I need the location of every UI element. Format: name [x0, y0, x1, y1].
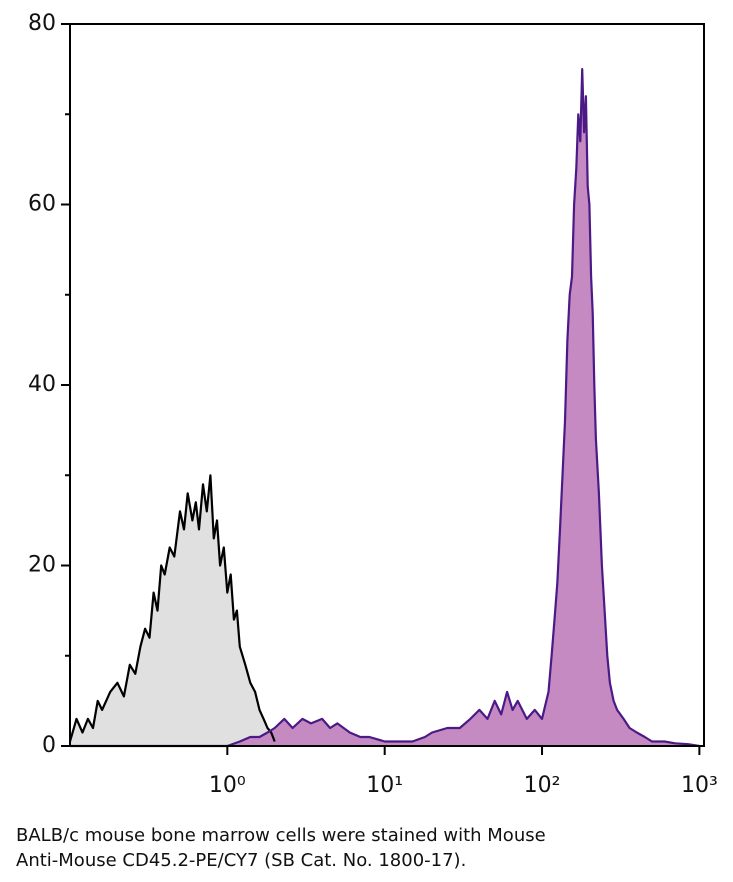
y-tick-label: 80: [28, 11, 56, 36]
caption-line: BALB/c mouse bone marrow cells were stai…: [16, 825, 546, 846]
histogram-line: [68, 474, 276, 742]
area-fill: [70, 475, 275, 746]
x-tick-label: 10²: [524, 773, 561, 798]
caption-line: Anti-Mouse CD45.2-PE/CY7 (SB Cat. No. 18…: [16, 850, 466, 871]
y-tick-label: 40: [28, 372, 56, 397]
x-tick-label: 10³: [681, 773, 718, 798]
x-tick-label: 10¹: [366, 773, 403, 798]
y-tick-label: 20: [28, 553, 56, 578]
histogram-line: [70, 68, 700, 748]
y-tick-label: 0: [42, 733, 56, 758]
area-fill: [70, 69, 700, 747]
x-tick-label: 10⁰: [209, 773, 246, 798]
y-tick-label: 60: [28, 192, 56, 217]
